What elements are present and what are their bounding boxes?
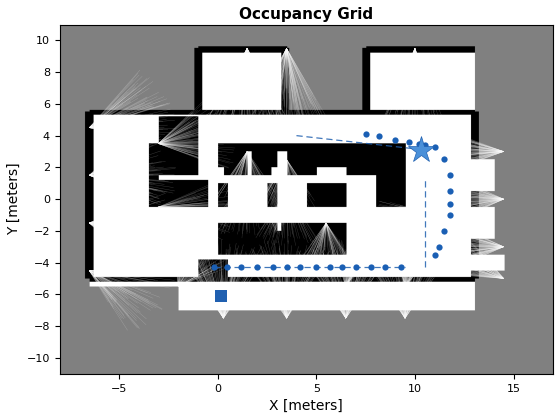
State xyxy=(398,265,404,270)
X-axis label: X [meters]: X [meters] xyxy=(269,399,343,413)
State xyxy=(376,134,382,139)
State xyxy=(447,189,454,194)
State xyxy=(447,201,454,206)
State xyxy=(362,131,369,136)
State xyxy=(441,228,448,234)
State xyxy=(313,265,320,270)
State xyxy=(431,252,438,257)
State xyxy=(447,173,454,178)
State xyxy=(435,244,442,249)
State xyxy=(421,143,428,148)
State xyxy=(254,265,260,270)
State xyxy=(210,265,217,270)
State xyxy=(392,137,399,142)
State xyxy=(431,144,438,149)
State xyxy=(238,265,245,270)
State xyxy=(352,265,359,270)
State xyxy=(283,265,290,270)
State xyxy=(368,265,375,270)
State xyxy=(224,265,231,270)
State xyxy=(326,265,333,270)
State xyxy=(382,265,389,270)
State xyxy=(269,265,276,270)
State xyxy=(338,265,345,270)
State xyxy=(447,213,454,218)
Title: Occupancy Grid: Occupancy Grid xyxy=(239,7,374,22)
Line: State: State xyxy=(211,131,454,270)
Y-axis label: Y [meters]: Y [meters] xyxy=(7,163,21,236)
State xyxy=(416,141,422,146)
State xyxy=(297,265,304,270)
State xyxy=(441,157,448,162)
State xyxy=(405,139,412,144)
